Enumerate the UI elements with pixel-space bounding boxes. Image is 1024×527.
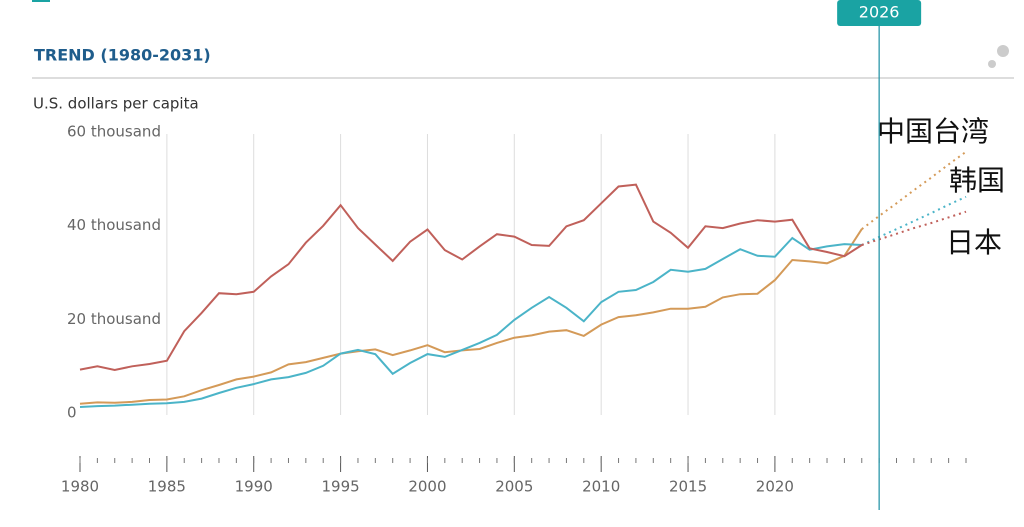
x-tick-label: 1990 <box>235 478 273 496</box>
x-tick-label: 2015 <box>669 478 707 496</box>
chart-title: TREND (1980-2031) <box>34 46 211 65</box>
x-tick-label: 1995 <box>321 478 359 496</box>
y-axis-label: U.S. dollars per capita <box>33 95 199 113</box>
settings-icon[interactable] <box>988 45 1009 68</box>
y-tick-label: 20 thousand <box>67 310 161 328</box>
x-tick-label: 2010 <box>582 478 620 496</box>
marker-badge <box>837 0 922 26</box>
series-line <box>79 236 862 408</box>
x-tick-label: 1985 <box>148 478 186 496</box>
y-tick-label: 60 thousand <box>67 123 161 141</box>
series-line <box>79 183 863 372</box>
x-tick-label: 2000 <box>408 478 446 496</box>
legend-swatch[interactable] <box>32 0 50 2</box>
forecast-line <box>861 150 967 230</box>
series-line <box>79 228 863 405</box>
series-label: 韩国 <box>949 164 1005 197</box>
y-tick-label: 0 <box>67 404 77 422</box>
x-tick-label: 2020 <box>756 478 794 496</box>
marker-label: 2026 <box>859 3 900 22</box>
x-tick-label: 1980 <box>61 478 99 496</box>
series-label: 中国台湾 <box>877 115 989 148</box>
y-tick-label: 40 thousand <box>67 216 161 234</box>
x-tick-label: 2005 <box>495 478 533 496</box>
series-label: 日本 <box>946 226 1002 259</box>
